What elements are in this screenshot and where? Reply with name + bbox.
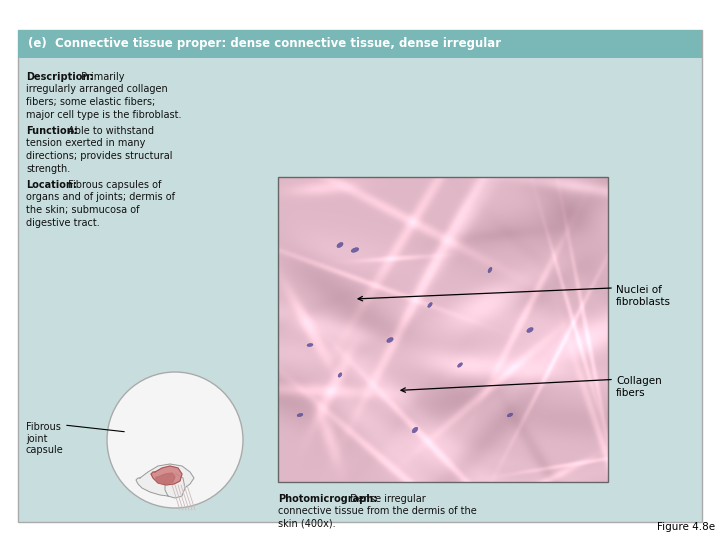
Ellipse shape [297,413,303,417]
Text: major cell type is the fibroblast.: major cell type is the fibroblast. [26,110,181,119]
Ellipse shape [457,363,462,367]
Text: strength.: strength. [26,164,71,173]
Circle shape [107,372,243,508]
Polygon shape [156,473,175,484]
FancyBboxPatch shape [18,30,702,522]
Polygon shape [151,466,182,485]
Text: Able to withstand: Able to withstand [65,126,154,136]
Text: Fibrous capsules of: Fibrous capsules of [65,180,161,190]
Text: Fibrous
joint
capsule: Fibrous joint capsule [26,422,64,455]
Ellipse shape [527,328,534,333]
Text: skin (400x).: skin (400x). [278,519,336,529]
Text: irregularly arranged collagen: irregularly arranged collagen [26,84,168,94]
Ellipse shape [338,373,342,377]
Text: Collagen: Collagen [616,376,662,387]
Text: Primarily: Primarily [78,72,125,82]
Text: the skin; submucosa of: the skin; submucosa of [26,205,140,215]
Text: connective tissue from the dermis of the: connective tissue from the dermis of the [278,507,477,516]
Polygon shape [136,464,194,496]
Ellipse shape [412,427,418,433]
Ellipse shape [337,242,343,248]
Ellipse shape [488,267,492,273]
Ellipse shape [507,413,513,417]
Text: directions; provides structural: directions; provides structural [26,151,173,161]
Text: Function:: Function: [26,126,78,136]
Text: Location:: Location: [26,180,77,190]
Text: Photomicrograph:: Photomicrograph: [278,494,377,504]
Ellipse shape [351,248,359,252]
Polygon shape [165,474,185,498]
Ellipse shape [307,343,313,347]
Text: fibers; some elastic fibers;: fibers; some elastic fibers; [26,97,156,107]
Text: fibroblasts: fibroblasts [616,297,671,307]
Text: tension exerted in many: tension exerted in many [26,138,145,149]
Text: fibers: fibers [616,388,646,399]
Text: Nuclei of: Nuclei of [616,285,662,295]
Text: digestive tract.: digestive tract. [26,218,100,227]
Text: Description:: Description: [26,72,94,82]
Text: (e)  Connective tissue proper: dense connective tissue, dense irregular: (e) Connective tissue proper: dense conn… [28,37,501,51]
FancyBboxPatch shape [18,30,702,58]
Text: organs and of joints; dermis of: organs and of joints; dermis of [26,192,175,202]
Ellipse shape [387,338,393,342]
Text: Dense irregular: Dense irregular [348,494,426,504]
Text: Figure 4.8e: Figure 4.8e [657,522,715,532]
Ellipse shape [428,302,432,307]
